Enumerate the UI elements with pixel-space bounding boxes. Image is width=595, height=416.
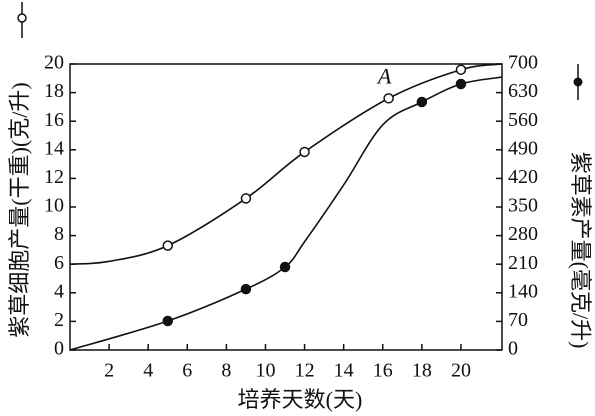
y2-tick-label: 350 [508,195,538,217]
marker [299,146,310,158]
marker [162,315,173,327]
y-legend-symbol [17,2,27,38]
x-tick-label: 12 [295,360,315,382]
y2-tick-label: 490 [508,137,538,159]
curve [69,76,503,351]
y-axis-label: 紫草细胞产量(干重)(克/升) [7,82,32,337]
marker [162,240,173,251]
y2-tick-label: 280 [508,223,538,245]
marker [279,261,291,273]
y-tick-label: 18 [44,80,64,102]
plot-frame [69,63,503,351]
y2-tick-label: 420 [508,166,538,188]
marker [455,78,467,90]
annotation: A [376,63,392,88]
y-tick-label: 14 [44,137,64,159]
marker [240,193,252,204]
curve [69,63,503,265]
y-tick-label: 4 [54,280,64,302]
y2-legend-symbol [573,64,583,100]
y-tick-label: 16 [44,109,64,131]
y-tick-label: 20 [44,52,64,74]
x-tick-label: 4 [143,360,153,382]
y-tick-label: 2 [54,309,64,331]
marker [383,93,394,104]
marker [416,96,428,108]
y-tick-label: 10 [44,195,64,217]
x-tick-label: 16 [373,360,393,382]
y-tick-label: 12 [44,166,64,188]
y-tick-label: 8 [54,223,64,245]
x-tick-label: 6 [182,360,192,382]
y2-tick-label: 140 [508,280,538,302]
marker [455,64,467,75]
y2-tick-label: 210 [508,252,538,274]
x-tick-label: 8 [221,360,231,382]
x-tick-label: 2 [104,360,114,382]
y2-tick-label: 630 [508,80,538,102]
x-tick-label: 10 [255,360,275,382]
x-axis-label: 培养天数(天) [238,387,363,412]
x-tick-label: 20 [451,360,471,382]
y2-tick-label: 70 [508,309,528,331]
y-tick-label: 0 [54,338,64,360]
y2-tick-label: 700 [508,52,538,74]
y2-tick-label: 560 [508,109,538,131]
y2-axis-label: 紫草素产量(毫克/升) [568,152,593,349]
y-tick-label: 6 [54,252,64,274]
y2-tick-label: 0 [508,338,518,360]
x-tick-label: 18 [412,360,432,382]
x-tick-label: 14 [334,360,354,382]
marker [240,283,252,295]
